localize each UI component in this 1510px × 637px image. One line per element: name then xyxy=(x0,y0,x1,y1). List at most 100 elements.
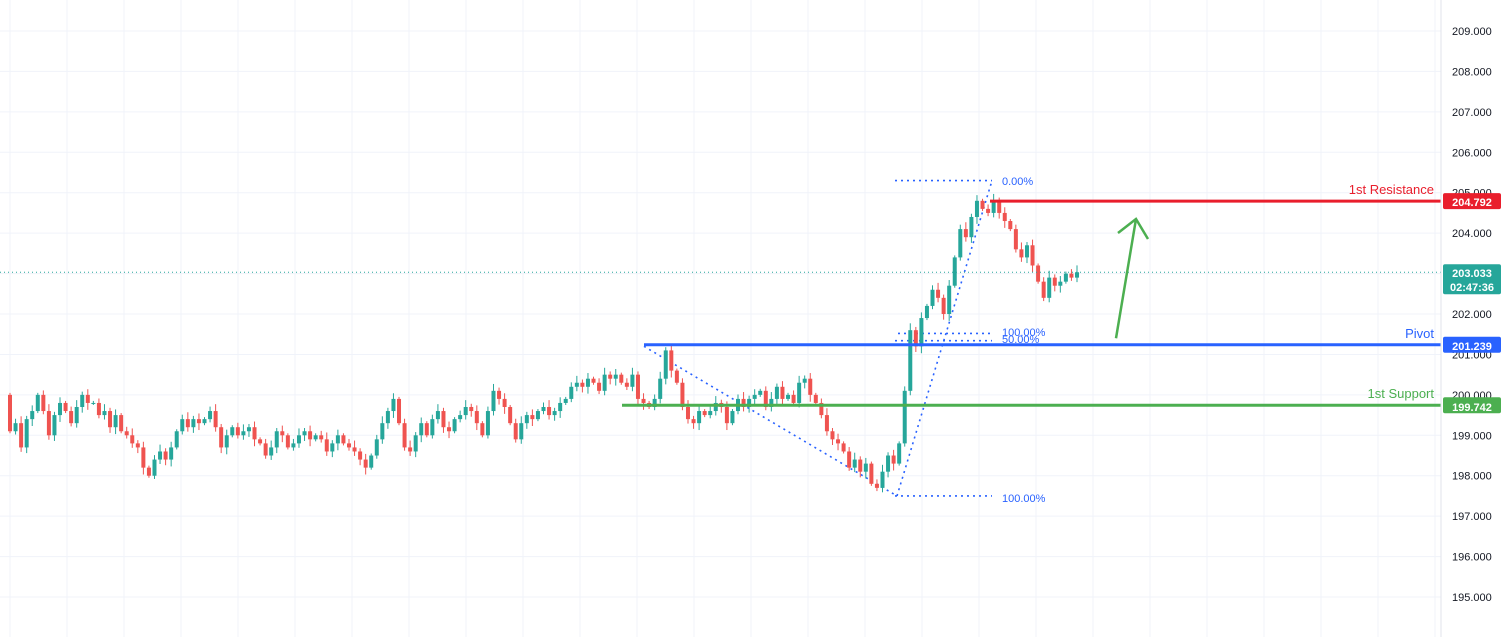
candle-body xyxy=(902,390,907,444)
candle-body xyxy=(330,443,335,452)
candle-body xyxy=(880,471,885,488)
candle-body xyxy=(374,439,379,456)
price-tick-label: 208.000 xyxy=(1452,66,1492,78)
candle-body xyxy=(213,411,218,428)
candle-body xyxy=(869,463,874,484)
candle-body xyxy=(691,419,696,424)
candle-body xyxy=(208,411,213,420)
price-tick-label: 196.000 xyxy=(1452,552,1492,564)
candle-body xyxy=(608,374,613,379)
candle-body xyxy=(246,427,251,432)
candle-body xyxy=(597,382,602,391)
candle-body xyxy=(669,350,674,371)
candle-body xyxy=(452,419,457,432)
levels-layer xyxy=(0,199,1441,407)
candle-body xyxy=(63,402,68,412)
price-axis[interactable]: 209.000208.000207.000206.000205.000204.0… xyxy=(1452,26,1492,604)
candle-body xyxy=(497,390,502,399)
candle-body xyxy=(808,378,813,395)
candle-body xyxy=(897,443,902,464)
candle-body xyxy=(991,200,996,213)
candle-body xyxy=(758,390,763,395)
candle-body xyxy=(52,415,57,436)
candle-body xyxy=(524,415,529,424)
candle-body xyxy=(413,435,418,452)
candle-body xyxy=(619,374,624,383)
candle-body xyxy=(802,378,807,383)
candle-body xyxy=(296,435,301,444)
candle-body xyxy=(936,289,941,298)
candle-body xyxy=(1030,245,1035,266)
candle-body xyxy=(80,394,85,407)
candle-body xyxy=(46,411,51,436)
candle-body xyxy=(797,382,802,403)
candle-body xyxy=(491,390,496,412)
candle-body xyxy=(85,394,90,403)
candle-body xyxy=(1008,221,1013,230)
candle-body xyxy=(385,411,390,424)
candle-body xyxy=(635,374,640,399)
candle-body xyxy=(441,411,446,428)
candle-body xyxy=(269,447,274,456)
candle-body xyxy=(1041,281,1046,298)
candle-body xyxy=(102,411,107,416)
candle-body xyxy=(791,394,796,403)
candle-body xyxy=(713,402,718,412)
candle-body xyxy=(697,411,702,424)
level-price-badge xyxy=(1443,193,1501,210)
chart-grid xyxy=(0,0,1441,637)
candle-body xyxy=(219,427,224,448)
candle-body xyxy=(258,439,263,444)
candle-body xyxy=(202,419,207,424)
candle-body xyxy=(108,411,113,428)
candle-body xyxy=(58,402,63,416)
candle-body xyxy=(752,394,757,399)
fib-trend-line xyxy=(896,180,993,497)
candle-body xyxy=(8,394,12,432)
candle-body xyxy=(591,378,596,383)
candle-body xyxy=(947,285,952,315)
drawings-layer xyxy=(643,179,993,497)
candle-body xyxy=(819,402,824,416)
candle-body xyxy=(241,431,246,436)
candle-body xyxy=(874,483,879,488)
candle-body xyxy=(530,415,535,420)
candle-body xyxy=(469,406,474,412)
candle-body xyxy=(535,411,540,420)
candle-body xyxy=(391,398,396,412)
candle-body xyxy=(563,398,568,403)
candle-body xyxy=(924,305,929,319)
fib-retracement-tool[interactable] xyxy=(643,179,993,497)
candle-body xyxy=(980,200,985,209)
candle-body xyxy=(585,378,590,387)
candle-body xyxy=(852,459,857,468)
swing-trend-line xyxy=(643,345,898,497)
candle-body xyxy=(196,419,201,424)
candle-body xyxy=(13,423,18,432)
candle-body xyxy=(158,451,163,460)
support-price-badge-text: 199.742 xyxy=(1452,402,1492,414)
candle-body xyxy=(69,411,74,424)
candle-body xyxy=(435,411,440,420)
candle-body xyxy=(91,402,96,404)
candle-body xyxy=(152,459,157,476)
candle-body xyxy=(35,394,40,412)
candle-body xyxy=(74,406,79,424)
candle-body xyxy=(474,411,479,424)
candle-body xyxy=(285,435,290,448)
fib-label-bottom: 100.00% xyxy=(1002,493,1046,505)
candle-body xyxy=(886,455,891,472)
candle-body xyxy=(774,386,779,399)
candle-body xyxy=(180,419,185,432)
candle-body xyxy=(997,200,1002,213)
candle-body xyxy=(908,330,913,391)
candle-body xyxy=(580,382,585,387)
candle-body xyxy=(941,297,946,315)
candle-body xyxy=(419,423,424,436)
candle-body xyxy=(786,394,791,399)
candle-body xyxy=(291,443,296,448)
candle-body xyxy=(558,402,563,412)
candle-body xyxy=(513,423,518,440)
candle-body xyxy=(252,427,257,440)
